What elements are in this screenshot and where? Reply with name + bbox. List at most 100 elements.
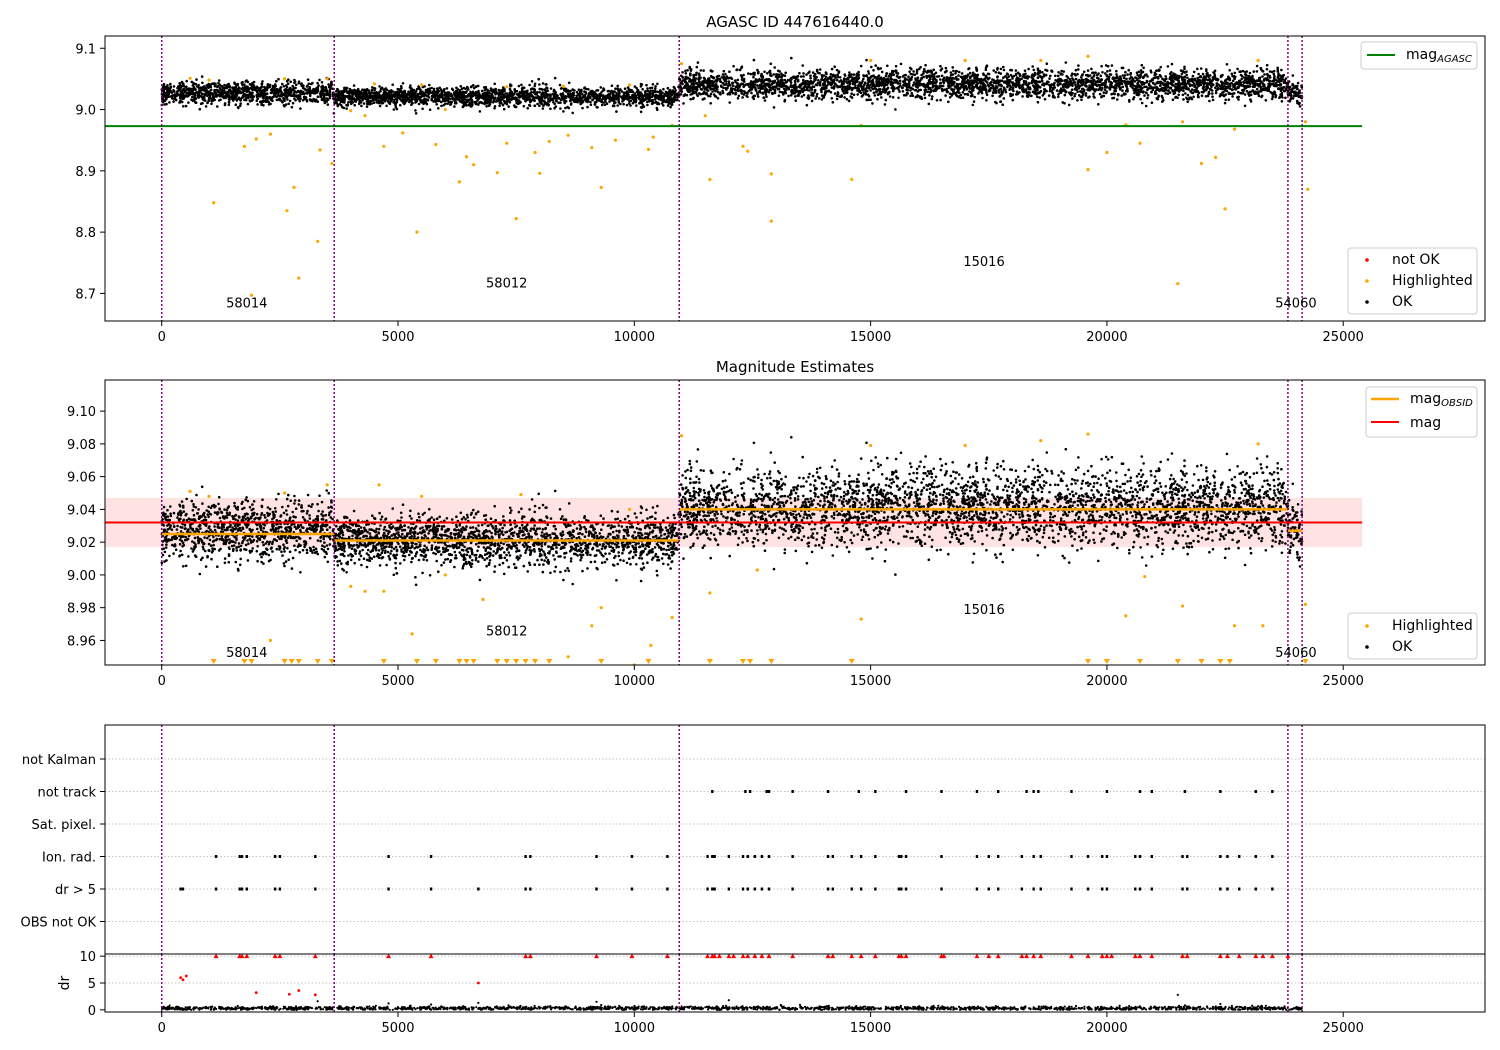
ok-point: [566, 89, 570, 92]
ok-point: [411, 88, 415, 92]
ok-point: [283, 92, 287, 96]
ok-point: [335, 101, 338, 105]
ok-point: [166, 84, 169, 87]
ok-point: [593, 94, 596, 97]
ok-point: [865, 58, 868, 62]
ok-point: [1071, 72, 1074, 75]
ok-point: [341, 92, 345, 95]
ok-point: [1109, 80, 1113, 84]
ok-point: [278, 88, 282, 91]
ok-point: [1186, 100, 1189, 104]
ok-point: [348, 91, 352, 95]
ok-point: [1166, 92, 1170, 95]
ok-point: [372, 101, 376, 104]
ok-point: [1139, 69, 1143, 72]
ok-point: [626, 86, 630, 89]
ok-point: [180, 100, 184, 104]
ok-point: [599, 86, 603, 89]
ok-point: [852, 73, 856, 76]
ok-point: [444, 97, 447, 100]
ok-point: [756, 92, 759, 96]
ok-point: [502, 107, 506, 111]
ok-point: [290, 94, 294, 97]
ok-point: [1201, 72, 1205, 76]
ok-point: [1150, 101, 1154, 104]
ok-point: [1108, 69, 1112, 72]
ok-point: [585, 97, 589, 100]
ok-point: [161, 85, 165, 89]
ok-point: [547, 100, 550, 103]
ok-point: [580, 101, 583, 105]
ok-point: [336, 104, 340, 108]
ok-point: [562, 110, 565, 113]
ok-point: [662, 104, 665, 107]
ok-point: [747, 72, 750, 75]
ok-point: [885, 72, 888, 75]
ok-point: [1028, 91, 1031, 94]
ok-point: [724, 72, 727, 76]
ok-point: [1193, 83, 1196, 86]
ok-point: [663, 93, 667, 96]
ok-point: [880, 70, 884, 74]
ok-point: [736, 97, 740, 100]
ok-point: [364, 97, 368, 101]
ok-point: [1280, 100, 1284, 103]
ok-point: [338, 92, 342, 96]
ok-point: [190, 98, 193, 101]
ok-point: [466, 95, 469, 98]
ok-point: [377, 96, 380, 100]
ok-point: [660, 96, 663, 99]
ok-point: [286, 94, 290, 97]
ok-point: [832, 80, 835, 83]
ok-point: [633, 92, 636, 95]
ok-point: [462, 104, 465, 108]
ok-point: [721, 91, 725, 95]
ok-point: [1258, 76, 1262, 80]
ok-point: [814, 97, 817, 100]
ok-point: [1082, 89, 1086, 93]
ok-point: [321, 91, 324, 94]
ok-point: [729, 84, 732, 87]
ok-point: [209, 83, 213, 86]
ok-point: [232, 87, 235, 90]
ok-point: [181, 97, 184, 101]
ok-point: [451, 97, 455, 100]
ok-point: [275, 79, 278, 83]
ok-point: [378, 85, 381, 88]
ok-point: [810, 91, 813, 94]
ok-point: [1185, 73, 1188, 77]
ok-point: [1164, 75, 1167, 78]
ok-point: [520, 83, 523, 87]
ok-point: [670, 94, 673, 97]
ok-point: [529, 99, 533, 103]
ok-point: [640, 93, 644, 96]
ok-point: [549, 97, 553, 101]
ok-point: [268, 83, 272, 87]
ok-point: [581, 96, 584, 100]
ok-point: [363, 91, 366, 95]
ok-point: [549, 107, 552, 111]
ok-point: [1115, 73, 1118, 76]
ok-point: [943, 70, 947, 74]
ok-point: [642, 105, 646, 109]
ok-point: [256, 93, 259, 97]
ok-point: [676, 98, 679, 102]
ok-point: [217, 79, 221, 82]
ok-point: [1106, 65, 1110, 68]
ok-point: [1211, 98, 1215, 102]
ok-point: [503, 94, 507, 98]
ok-point: [195, 78, 198, 81]
ok-point: [709, 92, 713, 96]
ok-point: [260, 85, 264, 88]
ok-point: [311, 91, 314, 94]
ok-point: [358, 99, 362, 103]
ok-point: [470, 92, 474, 95]
ok-point: [207, 90, 210, 94]
ok-point: [908, 66, 912, 70]
ok-point: [385, 104, 388, 108]
ok-point: [185, 92, 189, 95]
ok-point: [924, 88, 927, 91]
ok-point: [549, 87, 553, 90]
ok-point: [1145, 85, 1148, 89]
ok-point: [480, 89, 484, 93]
